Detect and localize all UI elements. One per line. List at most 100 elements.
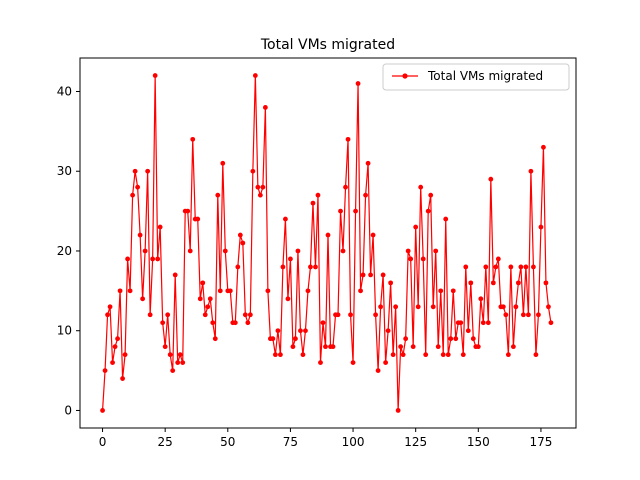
data-point xyxy=(531,264,536,270)
data-point xyxy=(308,264,313,270)
data-point xyxy=(145,168,151,174)
data-point xyxy=(378,304,384,310)
legend: Total VMs migrated xyxy=(382,63,570,91)
data-point xyxy=(257,192,263,198)
data-point xyxy=(423,352,429,358)
data-point xyxy=(200,280,206,286)
data-point xyxy=(475,344,481,350)
data-point xyxy=(320,320,326,326)
data-point xyxy=(157,224,163,230)
data-point xyxy=(237,232,243,238)
data-point xyxy=(508,264,514,270)
data-point xyxy=(172,272,178,278)
legend-box xyxy=(382,63,570,91)
data-point xyxy=(175,360,181,366)
chart-title: Total VMs migrated xyxy=(260,37,395,53)
data-point xyxy=(335,312,341,318)
data-point xyxy=(338,208,343,214)
data-point xyxy=(350,360,356,366)
data-point xyxy=(345,136,351,142)
data-point xyxy=(155,256,161,262)
data-point xyxy=(242,312,248,318)
data-point xyxy=(468,280,474,286)
legend-label: Total VMs migrated xyxy=(427,69,543,83)
data-point xyxy=(127,288,133,294)
y-tick-label: 30 xyxy=(57,164,72,178)
data-point xyxy=(313,264,318,270)
data-point xyxy=(315,192,321,198)
data-point xyxy=(295,248,301,254)
data-point xyxy=(418,184,424,190)
data-point xyxy=(430,304,436,310)
data-point xyxy=(470,336,476,342)
data-point xyxy=(272,352,278,358)
data-point xyxy=(528,168,534,174)
data-point xyxy=(490,280,496,286)
data-point xyxy=(255,184,261,190)
data-point xyxy=(433,248,439,254)
data-point xyxy=(400,352,406,358)
x-tick-label: 50 xyxy=(220,435,235,449)
data-point xyxy=(438,288,444,294)
data-point xyxy=(393,304,399,310)
data-point xyxy=(160,320,166,326)
data-point xyxy=(197,296,203,302)
data-point xyxy=(340,248,346,254)
x-tick-label: 150 xyxy=(467,435,490,449)
data-point xyxy=(250,168,256,174)
data-point xyxy=(415,304,421,310)
data-point xyxy=(390,352,396,358)
data-point xyxy=(450,288,456,294)
data-point xyxy=(117,288,123,294)
data-point xyxy=(162,344,168,350)
data-point xyxy=(523,264,529,270)
data-point xyxy=(443,216,449,222)
data-point xyxy=(403,336,409,342)
data-point xyxy=(428,192,434,198)
data-point xyxy=(260,184,266,190)
data-point xyxy=(102,368,108,373)
data-point xyxy=(293,336,298,342)
x-tick-label: 0 xyxy=(99,435,107,449)
data-point xyxy=(488,176,494,182)
data-point xyxy=(541,144,546,150)
data-point xyxy=(353,208,358,214)
data-point xyxy=(222,248,228,254)
data-point xyxy=(177,352,183,358)
data-point xyxy=(518,264,524,270)
data-point xyxy=(513,304,519,310)
data-point xyxy=(546,304,551,310)
data-point xyxy=(285,296,291,302)
x-axis: 0 25 50 75 100 125 150 175 xyxy=(99,428,552,449)
data-point xyxy=(543,280,549,286)
data-point xyxy=(165,312,171,318)
data-point xyxy=(495,256,501,262)
data-point xyxy=(247,312,253,318)
y-tick-label: 40 xyxy=(57,84,72,98)
data-point xyxy=(538,224,544,230)
data-point xyxy=(278,352,283,358)
data-point xyxy=(360,272,366,278)
data-point xyxy=(220,160,226,166)
data-point xyxy=(298,328,303,334)
data-point xyxy=(310,200,316,206)
data-point xyxy=(202,312,208,318)
data-point xyxy=(112,344,118,350)
data-point xyxy=(152,73,158,78)
data-point xyxy=(245,320,251,326)
data-point xyxy=(533,352,539,358)
data-point xyxy=(536,312,541,318)
data-point xyxy=(217,288,223,294)
data-point xyxy=(185,208,191,214)
data-point xyxy=(170,368,176,373)
x-tick-label: 25 xyxy=(158,435,173,449)
data-point xyxy=(262,105,268,110)
data-point xyxy=(212,336,218,342)
data-point xyxy=(440,352,446,358)
data-point xyxy=(235,264,241,270)
data-point xyxy=(388,280,394,286)
data-point xyxy=(205,304,211,310)
series-layer xyxy=(100,73,554,413)
data-point xyxy=(463,264,469,270)
data-point xyxy=(460,352,466,358)
